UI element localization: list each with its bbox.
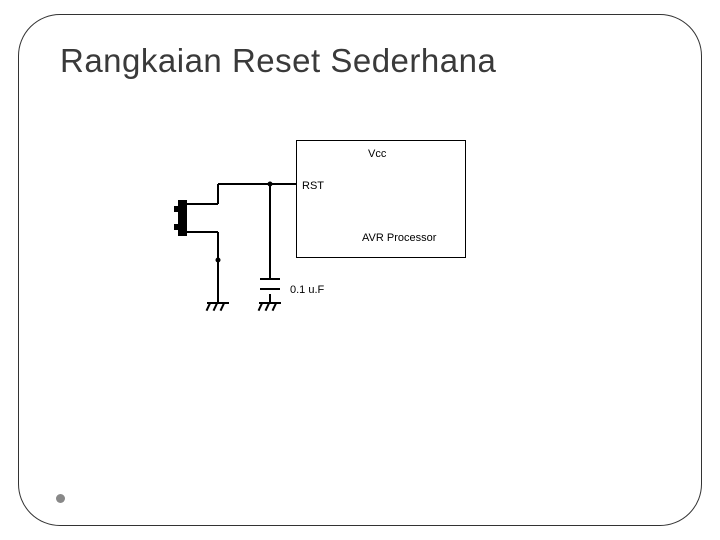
bullet-marker [56,494,65,503]
label-cap: 0.1 u.F [290,284,324,296]
label-avr: AVR Processor [362,232,436,244]
wire [269,184,271,278]
wire [187,203,218,205]
junction-node [268,182,273,187]
wire [269,294,271,302]
capacitor-plate-top [260,278,280,280]
capacitor-plate-bottom [260,288,280,290]
label-rst: RST [302,180,324,192]
reset-switch-body [178,200,187,236]
reset-switch-nub-top [174,206,178,212]
wire [217,184,219,204]
junction-node [216,258,221,263]
label-vcc: Vcc [368,148,386,160]
wire [217,232,219,260]
wire [217,260,219,302]
slide-title: Rangkaian Reset Sederhana [60,42,496,80]
reset-switch-nub-bottom [174,224,178,230]
wire [187,231,218,233]
wire [218,183,296,185]
slide-frame [18,14,702,526]
